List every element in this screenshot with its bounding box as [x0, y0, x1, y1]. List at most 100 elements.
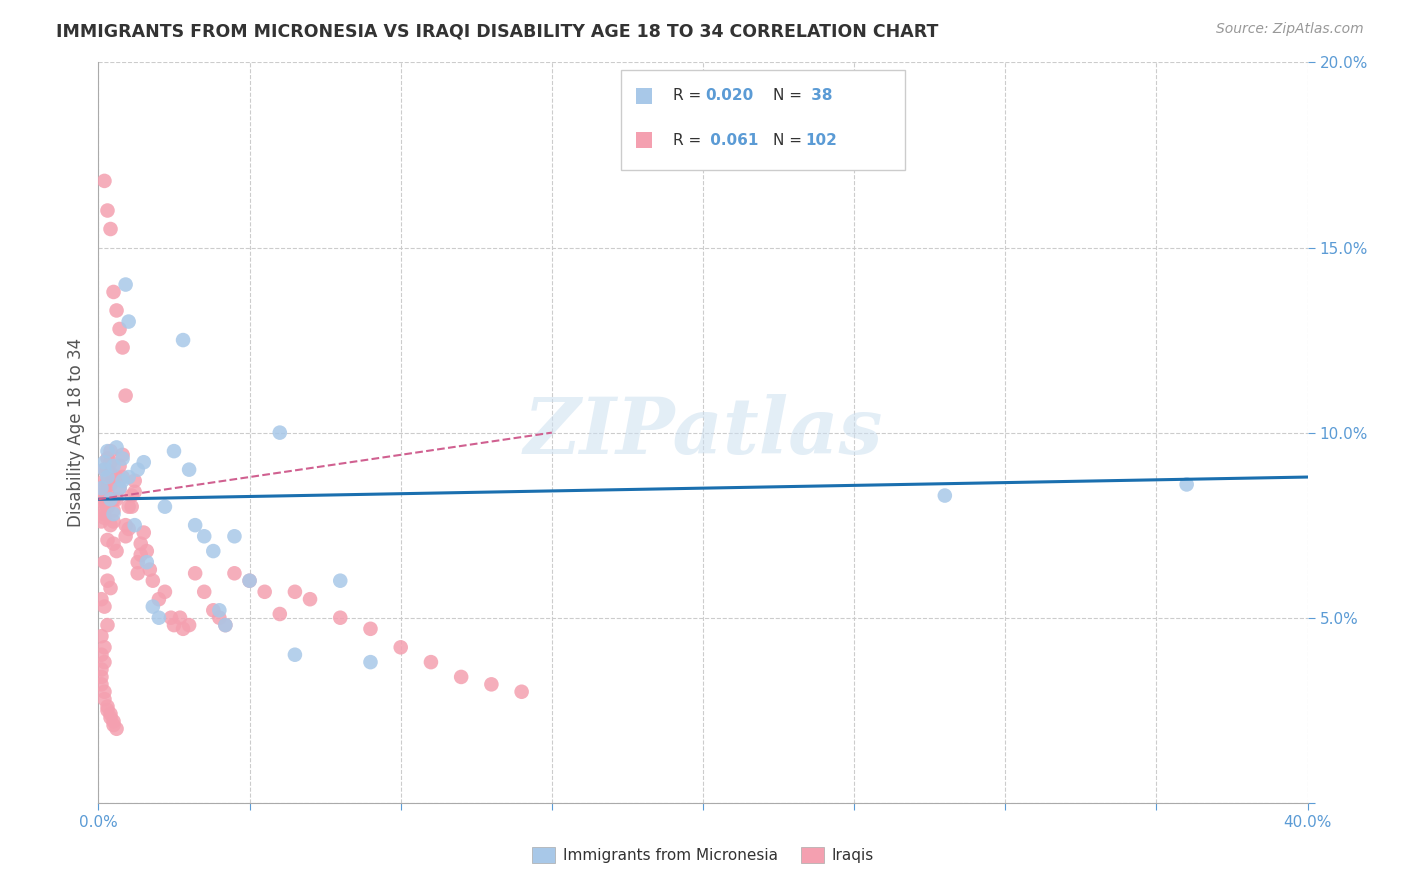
Point — [103, 718, 125, 732]
Point — [93, 510, 115, 524]
Point — [139, 563, 162, 577]
Point — [224, 529, 246, 543]
Point — [172, 333, 194, 347]
Point — [160, 610, 183, 624]
Point — [105, 722, 128, 736]
Point — [142, 599, 165, 614]
Point — [100, 222, 122, 236]
Point — [239, 574, 262, 588]
Point — [105, 492, 128, 507]
Point — [93, 174, 115, 188]
Point — [121, 500, 143, 514]
Text: N =: N = — [773, 133, 807, 148]
Point — [96, 203, 118, 218]
Point — [129, 536, 152, 550]
Point — [1175, 477, 1198, 491]
Point — [90, 492, 112, 507]
Point — [90, 481, 112, 495]
Point — [179, 462, 201, 476]
Point — [118, 500, 141, 514]
Point — [100, 492, 122, 507]
Point — [93, 462, 115, 476]
Point — [90, 515, 112, 529]
Point — [96, 699, 118, 714]
FancyBboxPatch shape — [621, 70, 905, 169]
Point — [103, 458, 125, 473]
Point — [118, 314, 141, 328]
Point — [93, 599, 115, 614]
Point — [90, 503, 112, 517]
Point — [100, 444, 122, 458]
Point — [90, 648, 112, 662]
Point — [208, 610, 231, 624]
Point — [934, 489, 956, 503]
Point — [132, 525, 155, 540]
Point — [96, 470, 118, 484]
Point — [193, 584, 215, 599]
Point — [90, 677, 112, 691]
Point — [269, 607, 291, 621]
Point — [153, 500, 176, 514]
Point — [100, 518, 122, 533]
Point — [96, 451, 118, 466]
Point — [93, 555, 115, 569]
Point — [90, 592, 112, 607]
Point — [100, 711, 122, 725]
Point — [114, 277, 136, 292]
Point — [96, 703, 118, 717]
Point — [96, 500, 118, 514]
Point — [329, 574, 352, 588]
Point — [360, 622, 382, 636]
Point — [420, 655, 443, 669]
Point — [93, 692, 115, 706]
Point — [100, 581, 122, 595]
Point — [103, 507, 125, 521]
Point — [299, 592, 322, 607]
Point — [202, 544, 225, 558]
Point — [193, 529, 215, 543]
Text: 102: 102 — [806, 133, 838, 148]
Point — [100, 455, 122, 469]
Text: N =: N = — [773, 88, 807, 103]
Point — [450, 670, 472, 684]
Point — [148, 610, 170, 624]
Text: 0.020: 0.020 — [706, 88, 754, 103]
Text: R =: R = — [672, 133, 706, 148]
Point — [93, 640, 115, 655]
Point — [360, 655, 382, 669]
Point — [114, 529, 136, 543]
Point — [108, 481, 131, 495]
Point — [93, 484, 115, 499]
Point — [93, 474, 115, 488]
Point — [105, 303, 128, 318]
Point — [208, 603, 231, 617]
Point — [169, 610, 191, 624]
Point — [135, 544, 157, 558]
Point — [214, 618, 236, 632]
Point — [103, 714, 125, 729]
Point — [93, 455, 115, 469]
Point — [111, 341, 134, 355]
Point — [93, 496, 115, 510]
Point — [90, 481, 112, 495]
Text: R =: R = — [672, 88, 706, 103]
Point — [163, 444, 186, 458]
Point — [142, 574, 165, 588]
Point — [93, 655, 115, 669]
FancyBboxPatch shape — [637, 132, 652, 148]
Point — [108, 458, 131, 473]
Point — [90, 629, 112, 643]
Y-axis label: Disability Age 18 to 34: Disability Age 18 to 34 — [66, 338, 84, 527]
Point — [100, 477, 122, 491]
FancyBboxPatch shape — [637, 87, 652, 103]
Point — [239, 574, 262, 588]
Point — [179, 618, 201, 632]
Legend: Immigrants from Micronesia, Iraqis: Immigrants from Micronesia, Iraqis — [526, 841, 880, 869]
Point — [111, 448, 134, 462]
Point — [184, 518, 207, 533]
Point — [103, 285, 125, 299]
Point — [118, 470, 141, 484]
Point — [90, 663, 112, 677]
Point — [93, 507, 115, 521]
Point — [329, 610, 352, 624]
